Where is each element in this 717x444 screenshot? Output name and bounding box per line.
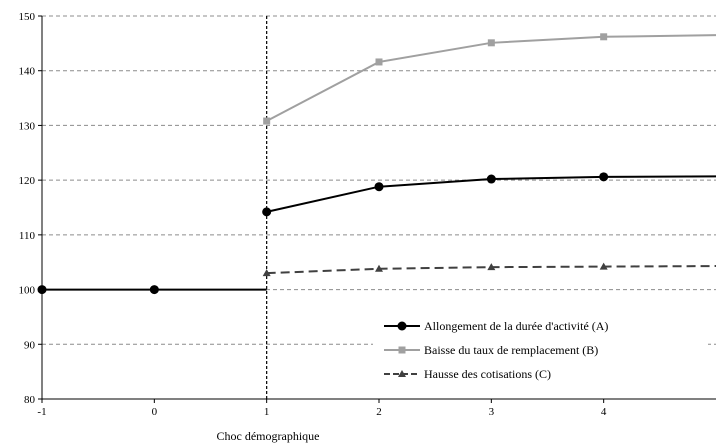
x-tick-label-1: 1 xyxy=(264,406,270,418)
series-1-line xyxy=(266,34,717,122)
y-tick-labels: 80 90 100 110 120 130 140 150 xyxy=(19,11,36,406)
series-0-point-1 xyxy=(374,182,384,192)
series-lines xyxy=(42,34,717,291)
legend-box xyxy=(373,312,708,391)
x-tick-labels: -1 0 1 2 3 4 xyxy=(37,406,607,418)
series-1-point-2 xyxy=(487,39,495,47)
legend-marker-2 xyxy=(398,370,406,377)
y-tick-label-150: 150 xyxy=(19,11,36,23)
series-1-point-1 xyxy=(375,58,383,66)
legend-label-2: Hausse des cotisations (C) xyxy=(424,367,551,381)
legend-marker-0 xyxy=(397,321,407,331)
legend: Allongement de la durée d'activité (A) Ba… xyxy=(373,312,708,391)
y-tick-label-140: 140 xyxy=(19,66,36,78)
x-tick-label-2: 2 xyxy=(376,406,382,418)
x-tick-label-4: 4 xyxy=(601,406,607,418)
y-tick-label-100: 100 xyxy=(19,285,36,297)
y-tick-label-130: 130 xyxy=(19,120,36,132)
y-tick-label-110: 110 xyxy=(19,230,36,242)
baseline-point-1 xyxy=(149,285,159,295)
x-tick-label--1: -1 xyxy=(37,406,46,418)
series-0-point-0 xyxy=(262,207,272,217)
legend-label-0: Allongement de la durée d'activité (A) xyxy=(424,319,608,333)
series-0-point-2 xyxy=(486,174,496,184)
series-1-point-3 xyxy=(600,33,608,41)
series-markers xyxy=(37,33,609,295)
y-tick-label-80: 80 xyxy=(24,394,36,406)
y-tick-label-120: 120 xyxy=(19,175,36,187)
legend-label-1: Baisse du taux de remplacement (B) xyxy=(424,343,598,357)
series-2-point-2 xyxy=(487,263,496,271)
series-1-point-0 xyxy=(263,117,271,125)
axes xyxy=(38,15,716,403)
series-0-point-3 xyxy=(599,172,609,182)
y-tick-label-90: 90 xyxy=(24,339,36,351)
series-2-point-1 xyxy=(375,264,383,272)
baseline-point-0 xyxy=(37,285,47,295)
x-tick-label-3: 3 xyxy=(489,406,495,418)
legend-marker-1 xyxy=(398,346,406,354)
x-axis-label: Choc démographique xyxy=(217,429,320,443)
x-tick-label-0: 0 xyxy=(152,406,158,418)
series-2-point-0 xyxy=(262,269,271,277)
series-2-point-3 xyxy=(599,262,608,270)
